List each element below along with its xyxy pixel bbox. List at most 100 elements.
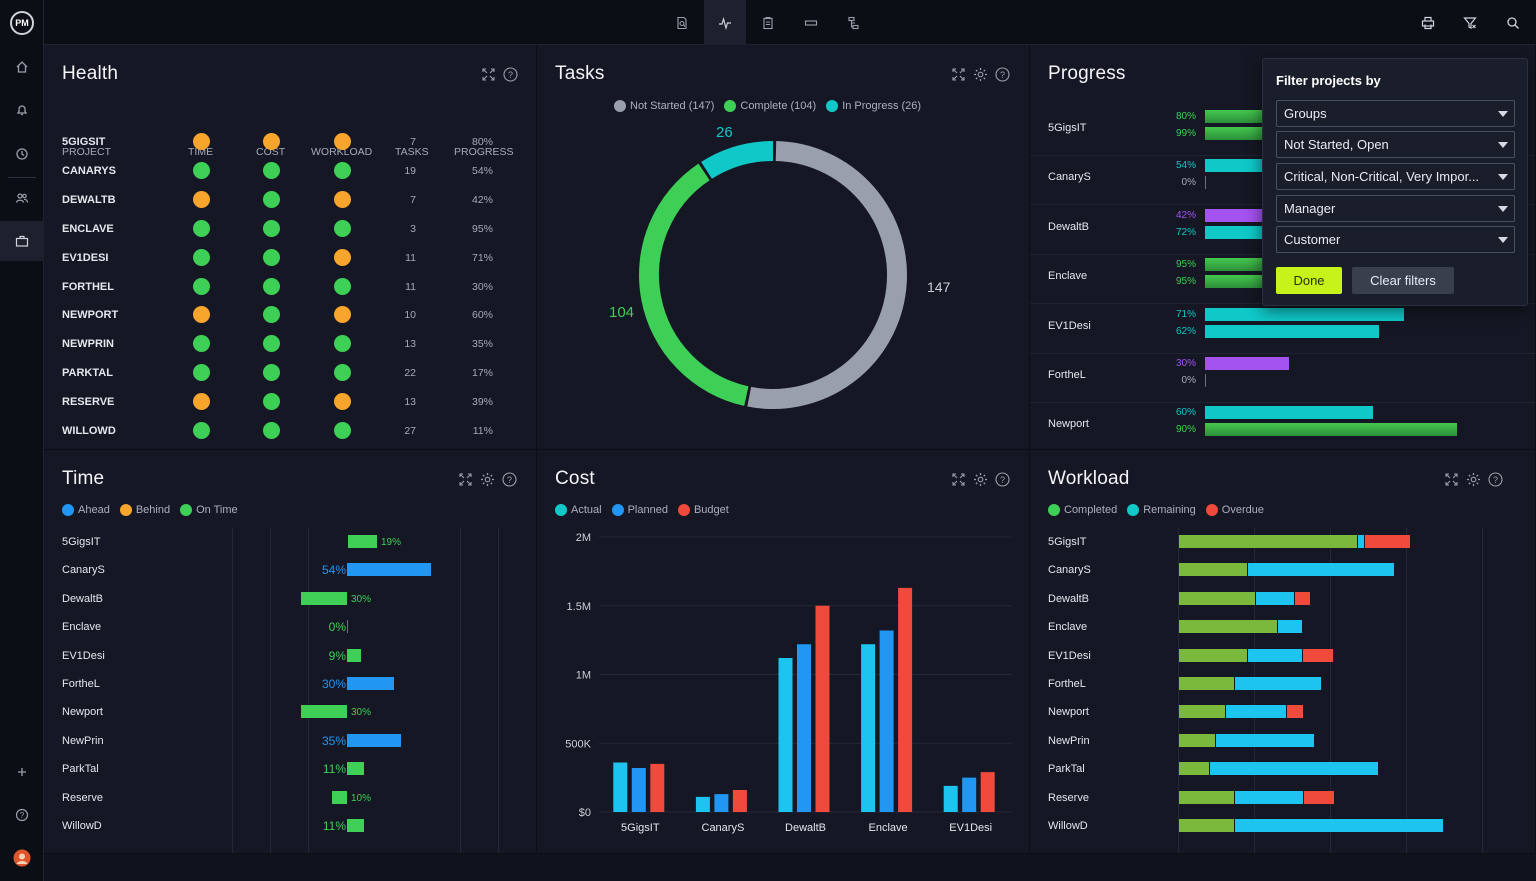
clock-icon[interactable] — [0, 134, 44, 174]
legend-item-ahead[interactable]: Ahead — [62, 504, 110, 516]
time-row[interactable]: EV1Desi 9% — [44, 648, 536, 678]
cost-bar-budget[interactable] — [980, 772, 995, 812]
table-row[interactable]: NEWPORT 10 60% — [44, 300, 536, 329]
expand-icon[interactable] — [950, 471, 966, 487]
search-doc-icon[interactable] — [661, 0, 703, 45]
workload-row[interactable]: EV1Desi — [1030, 648, 1535, 678]
gear-icon[interactable] — [972, 66, 988, 82]
app-logo[interactable]: PM — [10, 11, 34, 35]
groups-select[interactable]: Groups — [1276, 100, 1515, 127]
manager-select[interactable]: Manager — [1276, 195, 1515, 222]
expand-icon[interactable] — [1443, 471, 1459, 487]
customer-select[interactable]: Customer — [1276, 226, 1515, 253]
workload-row[interactable]: NewPrin — [1030, 733, 1535, 763]
ruler-icon[interactable] — [790, 0, 832, 45]
done-button[interactable]: Done — [1276, 267, 1342, 294]
table-row[interactable]: DEWALTB 7 42% — [44, 185, 536, 214]
expand-icon[interactable] — [480, 66, 496, 82]
filter-clear-icon[interactable] — [1449, 0, 1491, 45]
cost-bar-budget[interactable] — [898, 587, 913, 812]
cost-bar-actual[interactable] — [778, 658, 793, 812]
progress-row[interactable]: EV1Desi 71% 62% — [1030, 305, 1535, 354]
legend-item-on-time[interactable]: On Time — [180, 504, 238, 516]
cost-bar-actual[interactable] — [695, 796, 710, 812]
legend-item-complete[interactable]: Complete (104) — [724, 100, 816, 112]
time-row[interactable]: DewaltB 30% — [44, 591, 536, 621]
time-row[interactable]: ParkTal 11% — [44, 762, 536, 791]
workload-row[interactable]: 5GigsIT — [1030, 535, 1535, 564]
legend-item-actual[interactable]: Actual — [555, 504, 602, 516]
user-avatar[interactable] — [0, 838, 44, 878]
time-row[interactable]: Newport 30% — [44, 705, 536, 734]
not-started-arc[interactable] — [747, 141, 907, 409]
cost-bar-budget[interactable] — [650, 763, 665, 812]
gear-icon[interactable] — [972, 471, 988, 487]
legend-item-overdue[interactable]: Overdue — [1205, 504, 1264, 516]
expand-icon[interactable] — [950, 66, 966, 82]
plus-icon[interactable] — [0, 752, 44, 792]
cost-bar-budget[interactable] — [815, 605, 830, 812]
help-icon[interactable]: ? — [0, 795, 44, 835]
workload-row[interactable]: DewaltB — [1030, 591, 1535, 621]
time-row[interactable]: FortheL 30% — [44, 677, 536, 706]
time-row[interactable]: NewPrin 35% — [44, 733, 536, 763]
priority-select[interactable]: Critical, Non-Critical, Very Impor... — [1276, 163, 1515, 190]
home-icon[interactable] — [0, 47, 44, 87]
help-icon[interactable]: ? — [994, 471, 1010, 487]
hierarchy-icon[interactable] — [833, 0, 875, 45]
table-row[interactable]: PARKTAL 22 17% — [44, 358, 536, 387]
workload-row[interactable]: Enclave — [1030, 620, 1535, 649]
cost-bar-planned[interactable] — [879, 630, 894, 813]
pulse-icon[interactable] — [704, 0, 746, 45]
in-progress-arc[interactable] — [701, 141, 774, 179]
progress-row[interactable]: Newport 60% 90% — [1030, 403, 1535, 449]
workload-row[interactable]: WillowD — [1030, 819, 1535, 848]
search-icon[interactable] — [1492, 0, 1534, 45]
legend-item-not-started[interactable]: Not Started (147) — [614, 100, 714, 112]
progress-row[interactable]: FortheL 30% 0% — [1030, 354, 1535, 403]
time-row[interactable]: CanaryS 54% — [44, 563, 536, 592]
expand-icon[interactable] — [457, 471, 473, 487]
time-row[interactable]: 5GigsIT 19% — [44, 535, 536, 564]
table-row[interactable]: EV1DESI 11 71% — [44, 243, 536, 272]
clipboard-icon[interactable] — [747, 0, 789, 45]
help-icon[interactable]: ? — [994, 66, 1010, 82]
legend-item-behind[interactable]: Behind — [119, 504, 170, 516]
briefcase-icon[interactable] — [0, 221, 44, 261]
clear-filters-button[interactable]: Clear filters — [1352, 267, 1454, 294]
table-row[interactable]: 5GIGSIT 7 80% — [44, 127, 536, 156]
legend-item-budget[interactable]: Budget — [677, 504, 729, 516]
workload-row[interactable]: CanaryS — [1030, 563, 1535, 592]
cost-bar-budget[interactable] — [732, 790, 747, 812]
table-row[interactable]: WILLOWD 27 11% — [44, 416, 536, 445]
help-icon[interactable]: ? — [1487, 471, 1503, 487]
legend-item-planned[interactable]: Planned — [611, 504, 668, 516]
table-row[interactable]: CANARYS 19 54% — [44, 156, 536, 185]
workload-row[interactable]: Newport — [1030, 705, 1535, 734]
table-row[interactable]: RESERVE 13 39% — [44, 387, 536, 416]
help-icon[interactable]: ? — [502, 66, 518, 82]
legend-item-remaining[interactable]: Remaining — [1127, 504, 1196, 516]
legend-item-in-progress[interactable]: In Progress (26) — [826, 100, 921, 112]
table-row[interactable]: NEWPRIN 13 35% — [44, 329, 536, 358]
gear-icon[interactable] — [479, 471, 495, 487]
table-row[interactable]: FORTHEL 11 30% — [44, 272, 536, 301]
time-row[interactable]: WillowD 11% — [44, 819, 536, 848]
time-row[interactable]: Enclave 0% — [44, 620, 536, 649]
workload-row[interactable]: ParkTal — [1030, 762, 1535, 791]
legend-item-completed[interactable]: Completed — [1048, 504, 1117, 516]
cost-bar-planned[interactable] — [797, 644, 811, 812]
cost-bar-actual[interactable] — [943, 785, 958, 812]
gear-icon[interactable] — [1465, 471, 1481, 487]
complete-arc[interactable] — [639, 163, 749, 406]
table-row[interactable]: ENCLAVE 3 95% — [44, 214, 536, 243]
help-icon[interactable]: ? — [501, 471, 517, 487]
cost-bar-planned[interactable] — [631, 768, 646, 812]
status-select[interactable]: Not Started, Open — [1276, 131, 1515, 158]
cost-bar-planned[interactable] — [714, 794, 729, 812]
cost-bar-actual[interactable] — [613, 762, 628, 813]
cost-bar-planned[interactable] — [962, 777, 977, 812]
workload-row[interactable]: Reserve — [1030, 790, 1535, 820]
print-icon[interactable] — [1407, 0, 1449, 45]
time-row[interactable]: Reserve 10% — [44, 790, 536, 820]
